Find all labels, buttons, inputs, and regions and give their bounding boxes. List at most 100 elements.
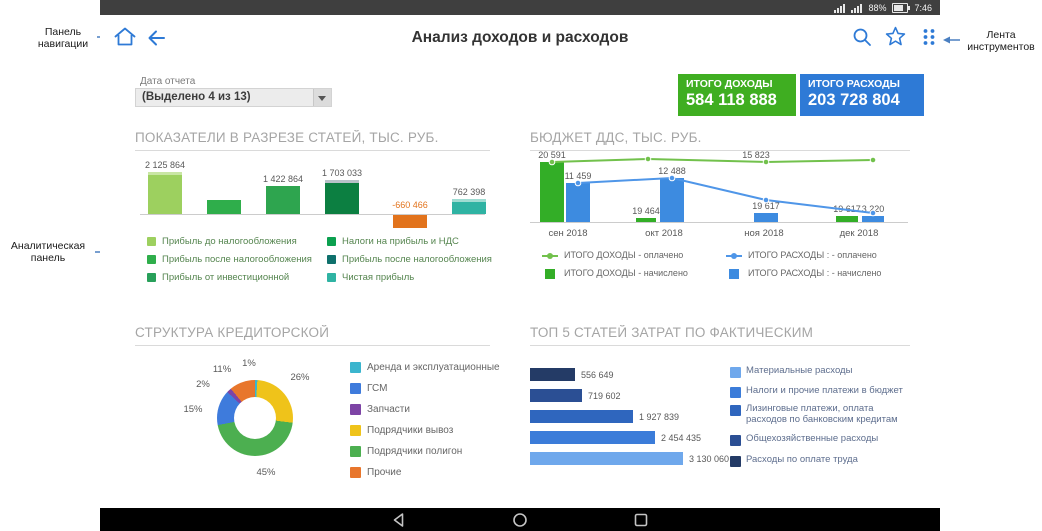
chart-bar[interactable] [207,200,241,214]
category-label: сен 2018 [548,228,588,239]
chart-bar[interactable] [266,186,300,214]
star-icon[interactable] [885,26,906,52]
chart-bar[interactable] [530,410,633,423]
status-bar: 88% 7:46 [100,0,940,15]
legend-dot [731,253,737,259]
data-label: 719 602 [588,391,621,401]
chart-bar[interactable] [148,172,182,214]
data-label: 2 125 864 [144,160,186,170]
legend-swatch [147,255,156,264]
top5-hbar-chart: 556 649 719 602 1 927 839 2 454 435 3 130 06… [530,345,910,485]
battery-percent: 88% [868,2,887,13]
signal-icon [834,3,846,13]
android-home-icon[interactable] [512,512,528,528]
line-marker[interactable] [762,158,770,166]
line-marker[interactable] [762,196,770,204]
structure-donut-chart: 26% 45% 15% 2% 11% 1% Аренда и эксплуатационны… [135,345,500,485]
android-back-icon[interactable] [391,512,407,528]
data-label: 3 130 060 [689,454,730,464]
chart-bar[interactable] [530,431,655,444]
legend-label: ИТОГО ДОХОДЫ - оплачено [564,250,684,260]
data-label: 2 454 435 [661,433,702,443]
data-label: 762 398 [452,187,486,197]
donut-chart[interactable] [217,380,293,456]
legend-swatch [545,269,555,279]
chart-title-structure: СТРУКТУРА КРЕДИТОРСКОЙ [135,325,490,346]
line-marker[interactable] [869,156,877,164]
legend-label: Прочие [367,467,402,478]
chart-bar[interactable] [325,180,359,214]
line-marker[interactable] [644,155,652,163]
legend-label: Материальные расходы [746,365,853,376]
chart-bar[interactable] [530,452,683,465]
legend-swatch [327,273,336,282]
legend-label: Прибыль после налогообложения [342,254,492,265]
bar-cap [325,180,359,183]
legend-swatch [350,467,361,478]
legend-label: Подрядчики вывоз [367,425,454,436]
kpi-title: ИТОГО РАСХОДЫ [808,78,900,90]
bar-cap [148,172,182,175]
chart-bar[interactable] [862,216,884,222]
indicators-bar-chart: 2 125 864 1 422 864 1 703 033 -660 466 762 3… [135,150,492,295]
line-marker[interactable] [574,179,582,187]
chart-line[interactable] [551,157,874,164]
chart-bar[interactable] [636,218,656,222]
chart-line[interactable] [577,176,874,214]
signal-icon [851,3,863,13]
report-date-dropdown[interactable]: (Выделено 4 из 13) [135,88,332,107]
line-overlay [548,155,877,217]
search-icon[interactable] [852,27,872,52]
toolbar-icon[interactable] [922,28,936,52]
chart-bar[interactable] [566,183,590,222]
legend-swatch [730,405,741,416]
chart-bar[interactable] [754,213,778,222]
dropdown-value: (Выделено 4 из 13) [142,91,251,103]
chart-bar[interactable] [530,389,582,402]
back-icon[interactable] [146,28,166,53]
chevron-down-icon[interactable] [313,89,331,106]
legend-swatch [350,362,361,373]
legend-swatch [350,425,361,436]
category-label: окт 2018 [645,228,683,239]
chart-bar[interactable] [836,216,858,222]
legend-dot [547,253,553,259]
pie-percent-label: 45% [256,467,276,478]
kpi-total-income[interactable]: ИТОГО ДОХОДЫ 584 118 888 [678,74,796,116]
annotation-analytics-panel: Аналитическая панель [10,240,86,265]
battery-icon [892,2,911,13]
app-bar: Анализ доходов и расходов [100,15,940,63]
kpi-total-expense[interactable]: ИТОГО РАСХОДЫ 203 728 804 [800,74,924,116]
donut-hole [234,397,276,439]
home-icon[interactable] [112,24,138,55]
chart-bar[interactable] [540,162,564,222]
chart-bar[interactable] [660,178,684,222]
data-label: 19 617 [752,201,780,211]
line-marker[interactable] [668,174,676,182]
legend-label: Налоги и прочие платежи в бюджет [746,385,903,396]
legend-label: Налоги на прибыль и НДС [342,236,459,247]
axis-line [140,214,485,215]
kpi-value: 584 118 888 [686,91,777,109]
chart-bar[interactable] [452,199,486,214]
android-recents-icon[interactable] [633,512,649,528]
data-label: 11 459 [564,171,592,181]
axis-line [530,222,908,223]
legend-swatch [730,456,741,467]
report-date-label: Дата отчета [140,76,196,87]
line-marker[interactable] [869,209,877,217]
data-label: 1 422 864 [262,174,304,184]
category-label: ноя 2018 [744,228,784,239]
legend-label: Аренда и эксплуатационные [367,362,500,373]
chart-bar[interactable] [393,215,427,228]
legend-label: ИТОГО ДОХОДЫ - начислено [564,268,688,278]
legend-label: Чистая прибыль [342,272,415,283]
analytics-panel: Дата отчета (Выделено 4 из 13) ИТОГО ДОХ… [100,62,940,508]
line-marker[interactable] [548,158,556,166]
budget-combo-chart: 20 591 11 459 19 464 12 488 19 617 19 617 3 22… [530,150,910,300]
data-label: 1 703 033 [321,168,363,178]
bar-cap [452,199,486,202]
chart-bar[interactable] [530,368,575,381]
pie-percent-label: 1% [242,358,256,369]
